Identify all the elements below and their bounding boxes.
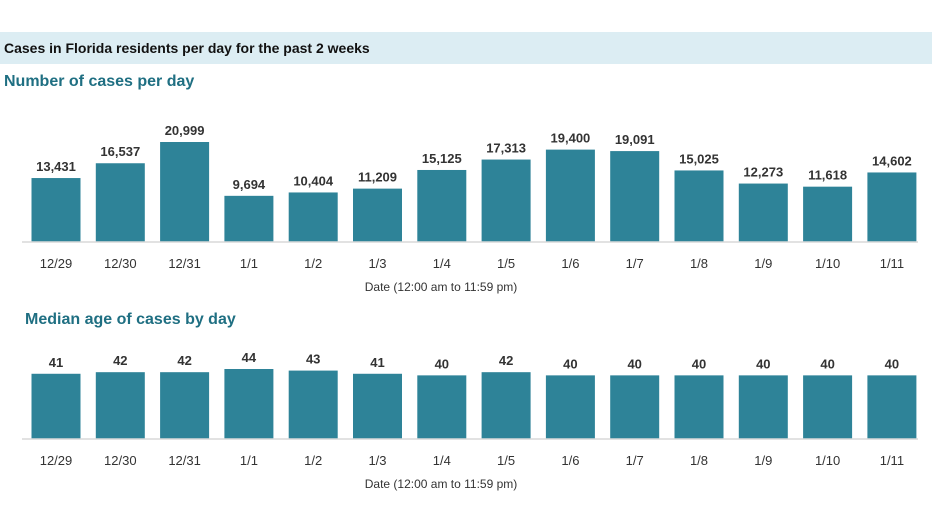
age-bar [803, 375, 853, 439]
cases-data-label: 11,618 [808, 168, 847, 183]
age-bar [224, 369, 274, 439]
cases-tick-label: 12/30 [104, 256, 137, 271]
age-tick-label: 1/6 [561, 453, 579, 468]
cases-tick-label: 1/5 [497, 256, 515, 271]
cases-bar [31, 178, 81, 242]
age-data-label: 40 [820, 356, 834, 371]
cases-bar [803, 186, 853, 242]
cases-data-label: 10,404 [293, 173, 334, 188]
age-bar [545, 375, 595, 439]
age-tick-label: 1/4 [433, 453, 451, 468]
cases-bar [610, 151, 660, 242]
cases-bar [545, 149, 595, 242]
cases-data-label: 19,400 [551, 131, 591, 146]
age-tick-label: 1/7 [626, 453, 644, 468]
cases-data-label: 12,273 [743, 165, 783, 180]
cases-data-label: 15,125 [422, 151, 462, 166]
cases-bar [160, 142, 210, 242]
age-bar [31, 373, 81, 439]
cases-bar [224, 195, 274, 242]
age-tick-label: 1/5 [497, 453, 515, 468]
age-bar [95, 372, 145, 439]
age-tick-label: 1/2 [304, 453, 322, 468]
age-chart: 41 12/29 42 12/30 42 12/31 44 1/1 43 1/2 41 1/3 40 1/… [22, 350, 918, 491]
age-bar [160, 372, 210, 439]
age-bar [417, 375, 467, 439]
cases-bar [867, 172, 917, 242]
cases-x-axis-title: Date (12:00 am to 11:59 pm) [365, 280, 518, 294]
age-data-label: 40 [692, 356, 706, 371]
cases-data-label: 20,999 [165, 123, 205, 138]
cases-tick-label: 1/10 [815, 256, 840, 271]
cases-tick-label: 12/29 [40, 256, 73, 271]
age-bar [481, 372, 531, 439]
age-bar [674, 375, 724, 439]
age-tick-label: 1/11 [880, 453, 904, 468]
age-data-label: 42 [177, 353, 191, 368]
cases-tick-label: 1/2 [304, 256, 322, 271]
age-data-label: 40 [563, 356, 577, 371]
cases-chart-title: Number of cases per day [4, 73, 195, 90]
age-x-axis-title: Date (12:00 am to 11:59 pm) [365, 477, 518, 491]
cases-chart: 13,431 12/29 16,537 12/30 20,999 12/31 9,694 1/… [22, 123, 918, 294]
age-tick-label: 1/1 [240, 453, 258, 468]
age-data-label: 40 [435, 356, 449, 371]
cases-tick-label: 1/8 [690, 256, 708, 271]
cases-tick-label: 1/1 [240, 256, 258, 271]
cases-bar [738, 183, 788, 242]
cases-tick-label: 12/31 [168, 256, 201, 271]
cases-bar [288, 192, 338, 242]
age-data-label: 40 [885, 356, 899, 371]
age-data-label: 42 [113, 353, 127, 368]
age-tick-label: 1/8 [690, 453, 708, 468]
cases-tick-label: 1/9 [754, 256, 772, 271]
cases-tick-label: 1/11 [880, 256, 904, 271]
cases-bar [674, 170, 724, 242]
page-title: Cases in Florida residents per day for t… [4, 40, 370, 56]
age-chart-title: Median age of cases by day [25, 311, 236, 328]
cases-data-label: 9,694 [233, 177, 266, 192]
cases-data-label: 17,313 [486, 141, 526, 156]
age-bar [738, 375, 788, 439]
cases-data-label: 14,602 [872, 153, 912, 168]
age-tick-label: 1/3 [368, 453, 386, 468]
age-data-label: 42 [499, 353, 513, 368]
age-tick-label: 12/29 [40, 453, 73, 468]
age-data-label: 41 [49, 355, 63, 370]
age-bar [353, 373, 402, 439]
cases-data-label: 13,431 [36, 159, 76, 174]
cases-tick-label: 1/6 [561, 256, 579, 271]
age-bar [288, 370, 338, 439]
age-tick-label: 12/31 [168, 453, 201, 468]
age-data-label: 44 [242, 350, 257, 365]
cases-bar [353, 188, 402, 242]
age-tick-label: 1/10 [815, 453, 840, 468]
cases-data-label: 19,091 [615, 132, 655, 147]
age-bar [867, 375, 917, 439]
header-band [0, 32, 932, 64]
cases-data-label: 15,025 [679, 151, 719, 166]
age-tick-label: 12/30 [104, 453, 137, 468]
age-data-label: 41 [370, 355, 384, 370]
cases-data-label: 16,537 [100, 144, 140, 159]
cases-tick-label: 1/3 [368, 256, 386, 271]
age-tick-label: 1/9 [754, 453, 772, 468]
cases-tick-label: 1/7 [626, 256, 644, 271]
cases-bar [481, 159, 531, 242]
age-data-label: 40 [627, 356, 641, 371]
cases-bar [95, 163, 145, 242]
cases-data-label: 11,209 [358, 170, 397, 185]
age-bar [610, 375, 660, 439]
cases-tick-label: 1/4 [433, 256, 451, 271]
age-data-label: 43 [306, 352, 320, 367]
age-data-label: 40 [756, 356, 770, 371]
cases-bar [417, 169, 467, 242]
